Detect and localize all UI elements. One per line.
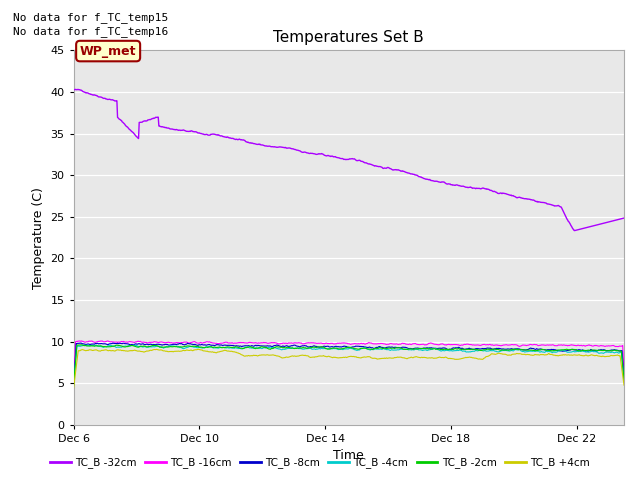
Y-axis label: Temperature (C): Temperature (C)	[32, 187, 45, 288]
Legend: TC_B -32cm, TC_B -16cm, TC_B -8cm, TC_B -4cm, TC_B -2cm, TC_B +4cm: TC_B -32cm, TC_B -16cm, TC_B -8cm, TC_B …	[46, 453, 594, 472]
Text: WP_met: WP_met	[80, 45, 136, 58]
Text: No data for f_TC_temp16: No data for f_TC_temp16	[13, 26, 168, 37]
Title: Temperatures Set B: Temperatures Set B	[273, 30, 424, 45]
X-axis label: Time: Time	[333, 449, 364, 462]
Text: No data for f_TC_temp15: No data for f_TC_temp15	[13, 12, 168, 23]
